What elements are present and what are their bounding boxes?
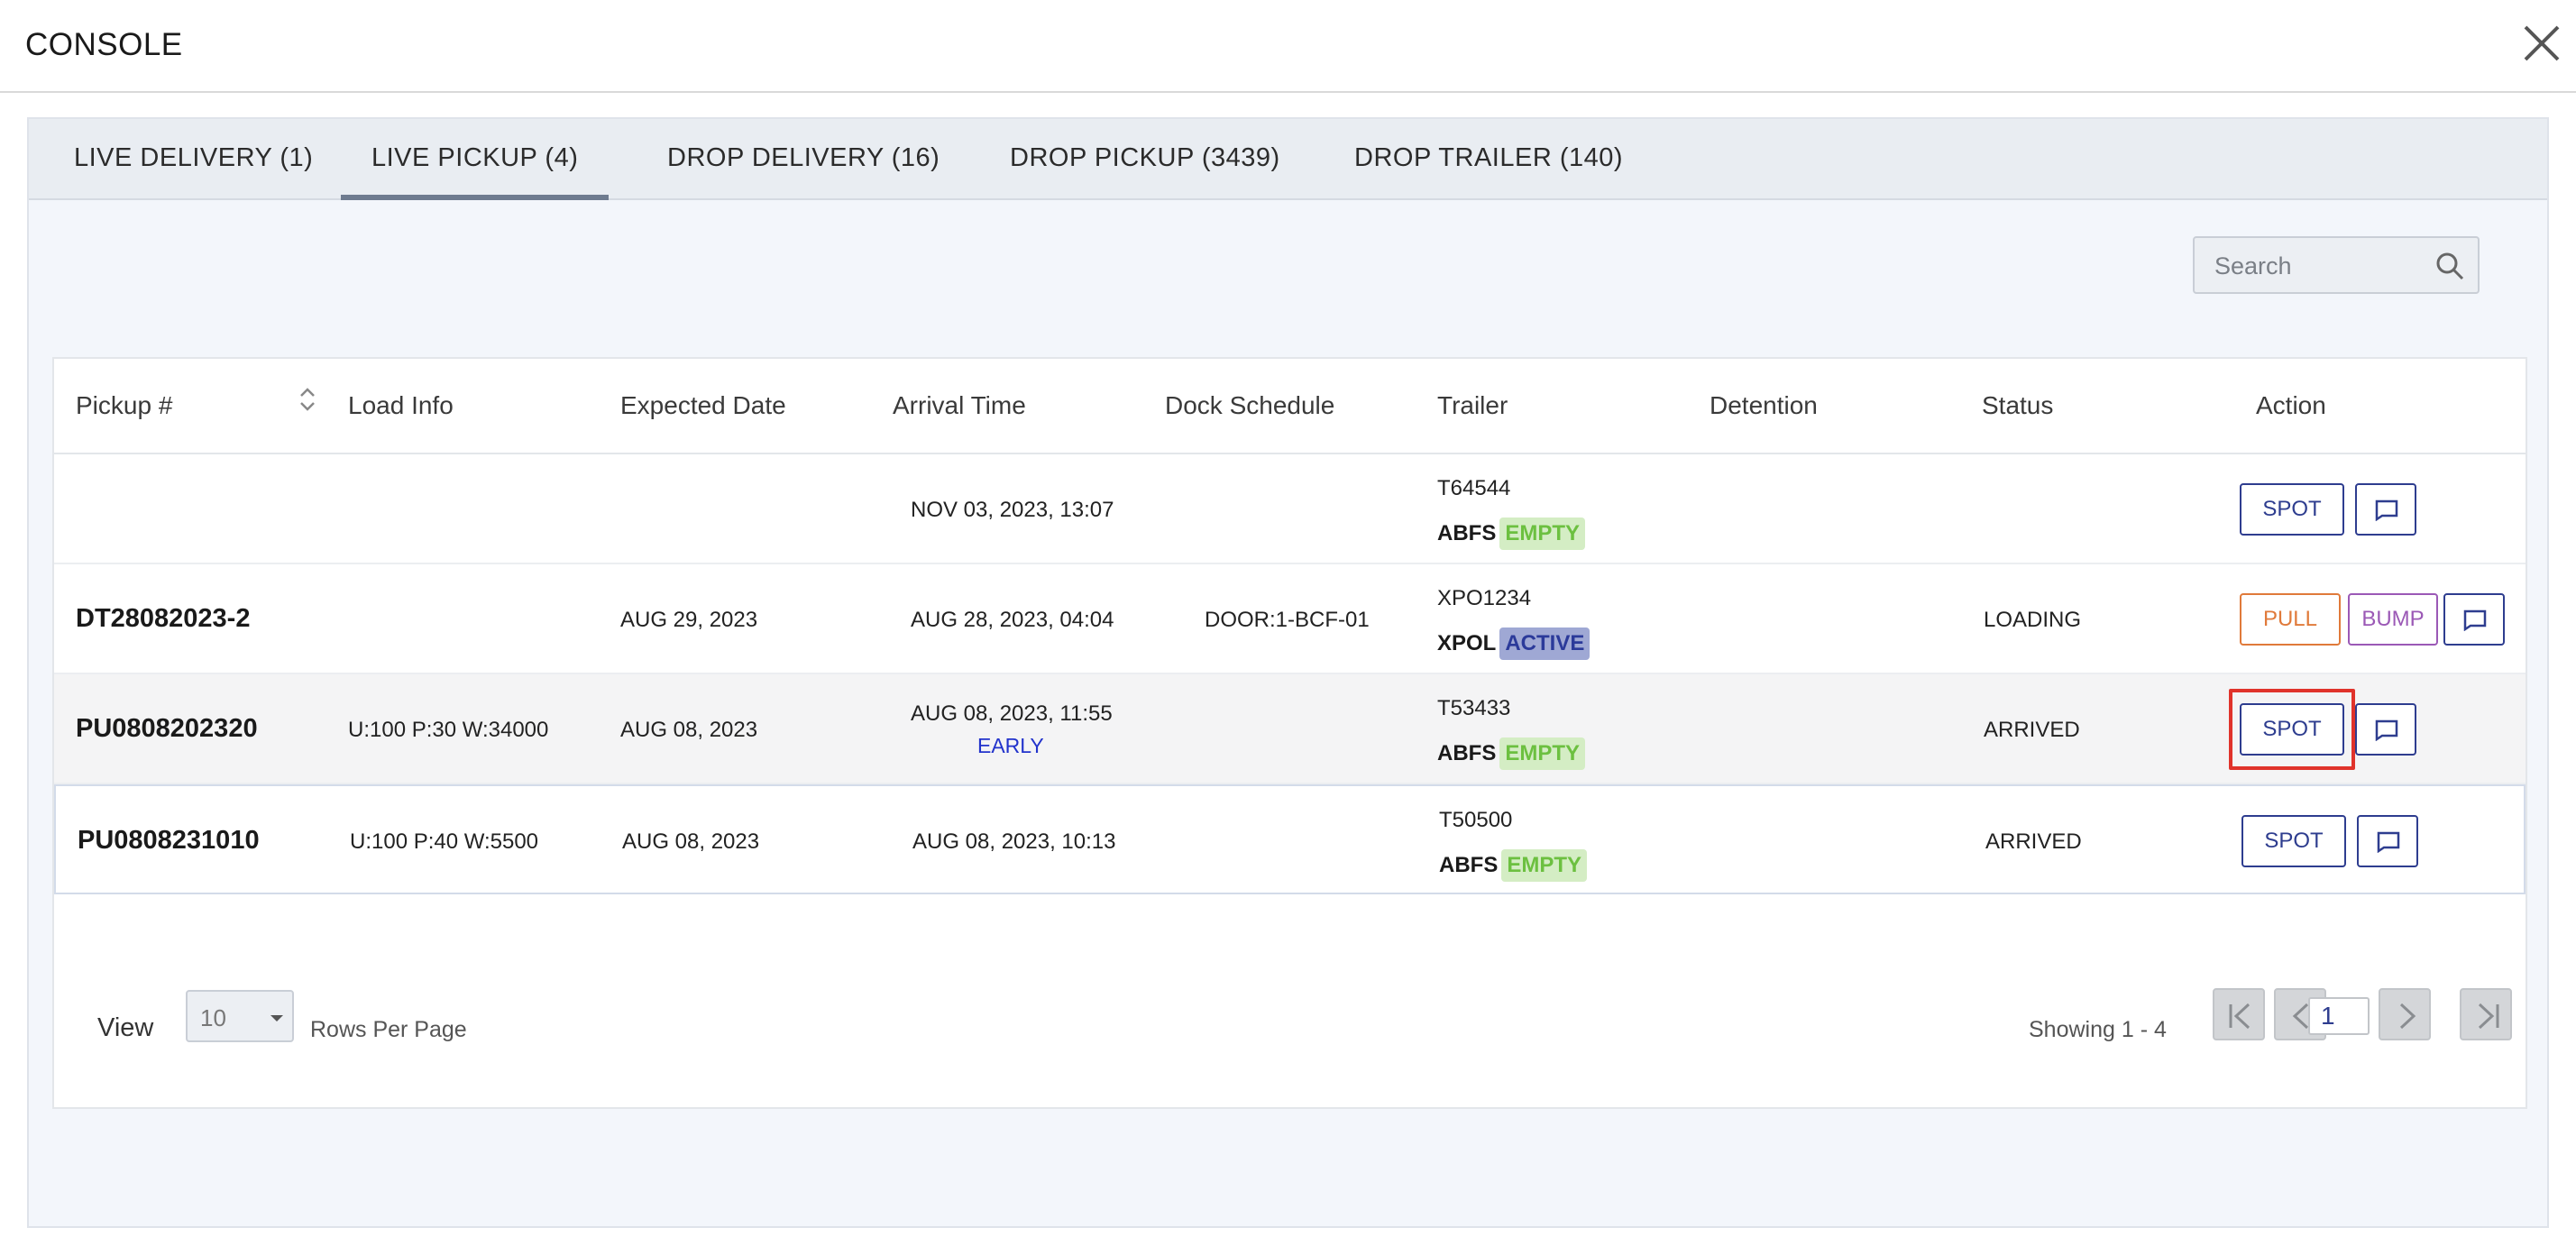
last-page-button[interactable] [2460, 988, 2512, 1040]
pickup-number: PU0808231010 [78, 826, 260, 855]
expected-date: AUG 08, 2023 [620, 718, 758, 742]
col-expected-date: Expected Date [620, 391, 786, 419]
col-arrival-time: Arrival Time [893, 391, 1026, 419]
message-icon [2375, 499, 2398, 521]
expected-date: AUG 08, 2023 [622, 829, 760, 854]
table-header: Pickup # Load Info Expected Date Arrival… [54, 359, 2526, 454]
pull-button[interactable]: PULL [2240, 593, 2341, 646]
first-page-icon [2229, 1003, 2251, 1030]
arrival-time: NOV 03, 2023, 13:07 [911, 498, 1114, 522]
trailer-number: T50500 [1439, 808, 1513, 832]
expected-date: AUG 29, 2023 [620, 608, 758, 632]
close-icon [2524, 25, 2560, 61]
header-bar: CONSOLE [0, 0, 2576, 93]
rows-per-page-value: 10 [200, 1004, 226, 1031]
col-trailer: Trailer [1437, 391, 1508, 419]
bump-button[interactable]: BUMP [2348, 593, 2438, 646]
page-title: CONSOLE [25, 27, 183, 62]
arrival-time: AUG 08, 2023, 11:55 [911, 701, 1113, 726]
table-row[interactable]: DT28082023-2 AUG 29, 2023 AUG 28, 2023, … [54, 564, 2526, 674]
carrier: XPOL [1437, 631, 1497, 655]
last-page-icon [2478, 1003, 2499, 1030]
search-box [2193, 236, 2480, 294]
status-badge: EMPTY [1501, 849, 1588, 882]
pickup-number: PU0808202320 [76, 714, 258, 743]
pickup-table: Pickup # Load Info Expected Date Arrival… [52, 357, 2527, 1109]
message-button[interactable] [2357, 815, 2418, 867]
chevron-down-icon [270, 1015, 283, 1021]
page-number-input[interactable] [2308, 997, 2370, 1035]
arrival-time: AUG 08, 2023, 10:13 [912, 829, 1116, 854]
trailer-info: ABFS EMPTY [1437, 518, 1586, 550]
dock-schedule: DOOR:1-BCF-01 [1205, 608, 1370, 632]
trailer-number: XPO1234 [1437, 586, 1532, 610]
close-button[interactable] [2516, 18, 2567, 69]
prev-page-icon [2292, 1003, 2309, 1030]
pickup-number: DT28082023-2 [76, 604, 251, 633]
next-page-icon [2399, 1003, 2416, 1030]
load-info: U:100 P:40 W:5500 [350, 829, 539, 854]
row-status: ARRIVED [1984, 718, 2080, 742]
status-badge: ACTIVE [1499, 628, 1591, 660]
arrival-time: AUG 28, 2023, 04:04 [911, 608, 1114, 632]
tab-live-pickup[interactable]: LIVE PICKUP (4) [341, 119, 610, 200]
status-badge: EMPTY [1499, 737, 1586, 770]
sort-icon[interactable] [298, 386, 317, 413]
table-row[interactable]: PU0808231010 U:100 P:40 W:5500 AUG 08, 2… [54, 784, 2526, 894]
tab-drop-trailer[interactable]: DROP TRAILER (140) [1354, 143, 1624, 172]
message-icon [2375, 719, 2398, 741]
carrier: ABFS [1439, 853, 1499, 877]
status-badge: EMPTY [1499, 518, 1586, 550]
trailer-number: T53433 [1437, 696, 1511, 720]
rows-per-page-label: Rows Per Page [310, 1017, 467, 1042]
trailer-info: ABFS EMPTY [1439, 849, 1588, 882]
carrier: ABFS [1437, 741, 1497, 765]
col-action: Action [2256, 391, 2326, 419]
row-status: LOADING [1984, 608, 2082, 632]
table-row[interactable]: PU0808202320 U:100 P:30 W:34000 AUG 08, … [54, 674, 2526, 784]
table-row[interactable]: NOV 03, 2023, 13:07 T64544 ABFS EMPTY SPO… [54, 454, 2526, 564]
first-page-button[interactable] [2213, 988, 2265, 1040]
spot-button[interactable]: SPOT [2240, 483, 2344, 536]
trailer-info: ABFS EMPTY [1437, 737, 1586, 770]
message-icon [2377, 831, 2400, 853]
search-input[interactable] [2213, 245, 2424, 287]
row-status: ARRIVED [1985, 829, 2082, 854]
trailer-number: T64544 [1437, 476, 1511, 500]
spot-button[interactable]: SPOT [2240, 703, 2344, 756]
tab-drop-pickup[interactable]: DROP PICKUP (3439) [1010, 143, 1280, 172]
arrival-note: EARLY [977, 734, 1044, 757]
next-page-button[interactable] [2379, 988, 2431, 1040]
message-button[interactable] [2355, 703, 2416, 756]
col-dock-schedule: Dock Schedule [1165, 391, 1335, 419]
tab-drop-delivery[interactable]: DROP DELIVERY (16) [667, 143, 940, 172]
col-load-info: Load Info [348, 391, 454, 419]
showing-count: Showing 1 - 4 [2029, 1017, 2167, 1042]
message-icon [2463, 609, 2487, 631]
tab-bar: LIVE DELIVERY (1) LIVE PICKUP (4) DROP D… [29, 119, 2547, 200]
tab-live-delivery[interactable]: LIVE DELIVERY (1) [74, 143, 314, 172]
view-label: View [97, 1013, 154, 1042]
console-panel: LIVE DELIVERY (1) LIVE PICKUP (4) DROP D… [27, 117, 2549, 1228]
spot-button[interactable]: SPOT [2241, 815, 2346, 867]
carrier: ABFS [1437, 521, 1497, 545]
message-button[interactable] [2443, 593, 2505, 646]
col-status: Status [1982, 391, 2054, 419]
message-button[interactable] [2355, 483, 2416, 536]
rows-per-page-select[interactable]: 10 [186, 990, 294, 1042]
col-pickup[interactable]: Pickup # [76, 391, 173, 419]
col-detention: Detention [1710, 391, 1818, 419]
load-info: U:100 P:30 W:34000 [348, 718, 549, 742]
trailer-info: XPOL ACTIVE [1437, 628, 1591, 660]
search-icon[interactable] [2434, 251, 2465, 281]
